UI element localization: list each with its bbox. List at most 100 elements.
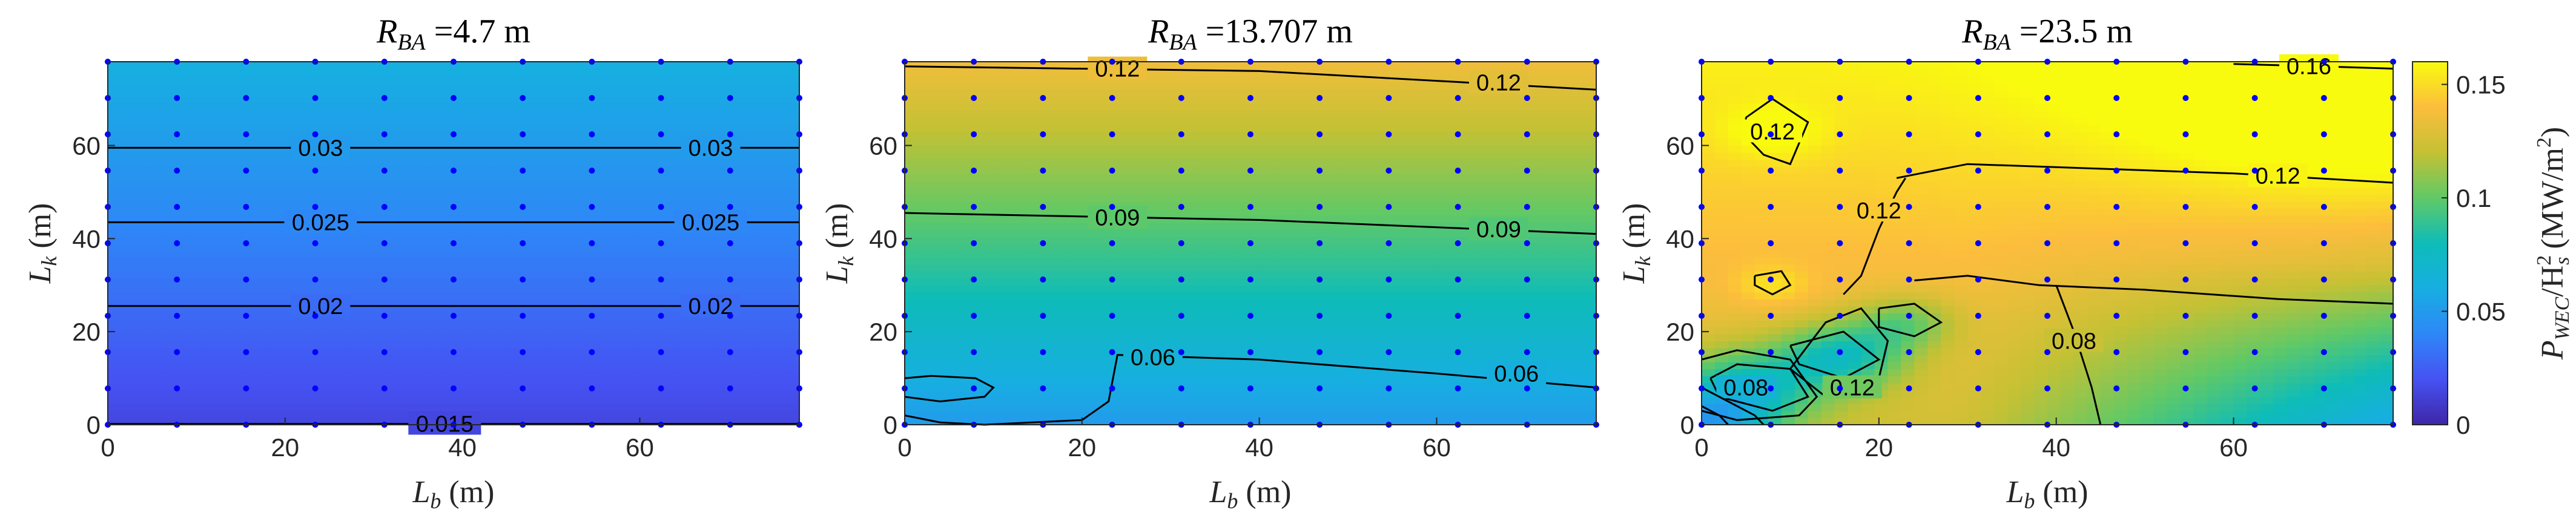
heatmap-cell <box>320 82 334 90</box>
heatmap-cell <box>971 159 985 167</box>
heatmap-cell <box>427 250 441 258</box>
heatmap-cell <box>466 390 481 398</box>
heatmap-cell <box>1290 334 1304 342</box>
heatmap-cell <box>466 222 481 230</box>
heatmap-cell <box>334 236 348 244</box>
heatmap-cell <box>786 180 800 188</box>
heatmap-cell <box>706 236 720 244</box>
heatmap-cell <box>1051 76 1065 83</box>
heatmap-cell <box>1171 257 1184 265</box>
heatmap-cell <box>267 103 282 111</box>
heatmap-cell <box>1436 173 1451 181</box>
heatmap-cell <box>1011 313 1025 321</box>
heatmap-cell <box>957 334 972 342</box>
heatmap-cell <box>307 327 321 335</box>
heatmap-cell <box>520 215 534 223</box>
heatmap-cell <box>746 327 760 335</box>
heatmap-cell <box>931 90 945 97</box>
heatmap-cell <box>957 103 972 111</box>
heatmap-cell <box>1117 376 1131 384</box>
heatmap-cell <box>1250 390 1264 398</box>
heatmap-cell <box>971 390 985 398</box>
heatmap-cell <box>160 90 175 97</box>
heatmap-cell <box>1396 103 1411 111</box>
heatmap-cell <box>613 194 627 202</box>
panel-title: RBA =4.7 m <box>376 13 530 55</box>
heatmap-cell <box>746 257 760 265</box>
heatmap-cell <box>1184 271 1198 279</box>
heatmap-cell <box>957 145 972 153</box>
heatmap-cell <box>984 390 999 398</box>
heatmap-cell <box>613 355 627 362</box>
heatmap-cell <box>666 334 680 342</box>
heatmap-cell <box>280 334 295 342</box>
heatmap-cell <box>1024 410 1039 419</box>
heatmap-cell <box>1104 152 1118 160</box>
heatmap-cell <box>1263 278 1278 286</box>
heatmap-cell <box>1263 90 1278 97</box>
heatmap-cell <box>971 341 985 348</box>
heatmap-cell <box>560 382 574 390</box>
heatmap-cell <box>214 215 228 223</box>
heatmap-cell <box>200 264 215 272</box>
heatmap-cell <box>1330 376 1344 384</box>
heatmap-cell <box>1157 96 1171 104</box>
heatmap-cell <box>200 376 215 384</box>
heatmap-cell <box>187 306 202 313</box>
heatmap-cell <box>1370 124 1384 132</box>
heatmap-cell <box>626 278 641 286</box>
heatmap-cell <box>533 68 547 76</box>
heatmap-cell <box>227 117 242 125</box>
heatmap-cell <box>759 124 773 132</box>
heatmap-cell <box>626 348 641 356</box>
heatmap-cell <box>1356 103 1371 111</box>
heatmap-cell <box>560 82 574 90</box>
heatmap-cell <box>1117 271 1131 279</box>
heatmap-cell <box>347 278 361 286</box>
heatmap-cell <box>1131 390 1144 398</box>
heatmap-cell <box>440 368 454 376</box>
heatmap-cell <box>1224 103 1238 111</box>
heatmap-cell <box>174 362 188 370</box>
heatmap-cell <box>733 250 747 258</box>
heatmap-cell <box>1224 229 1238 237</box>
heatmap-cell <box>1423 327 1438 335</box>
heatmap-cell <box>560 76 574 83</box>
heatmap-cell <box>254 110 268 118</box>
heatmap-cell <box>1104 292 1118 299</box>
heatmap-cell <box>1224 382 1238 390</box>
heatmap-cell <box>1117 368 1131 376</box>
heatmap-cell <box>1144 285 1158 293</box>
heatmap-cell <box>1356 138 1371 146</box>
heatmap-cell <box>1316 173 1331 181</box>
heatmap-cell <box>1330 117 1344 125</box>
sample-point <box>381 313 388 319</box>
heatmap-cell <box>1237 222 1251 230</box>
heatmap-cell <box>174 215 188 223</box>
heatmap-cell <box>786 159 800 167</box>
heatmap-cell <box>1396 271 1411 279</box>
heatmap-cell <box>427 292 441 299</box>
heatmap-cell <box>1210 417 1224 425</box>
heatmap-cell <box>957 243 972 251</box>
heatmap-cell <box>187 103 202 111</box>
heatmap-cell <box>1303 152 1318 160</box>
heatmap-cell <box>1104 410 1118 419</box>
heatmap-cell <box>520 124 534 132</box>
heatmap-cell <box>454 313 467 321</box>
heatmap-cell <box>1343 187 1358 195</box>
heatmap-cell <box>1370 229 1384 237</box>
heatmap-cell <box>560 243 574 251</box>
heatmap-cell <box>1157 285 1171 293</box>
heatmap-cell <box>480 404 494 411</box>
heatmap-cell <box>466 187 481 195</box>
heatmap-cell <box>267 159 282 167</box>
heatmap-cell <box>414 229 428 237</box>
heatmap-cell <box>174 376 188 384</box>
heatmap-cell <box>733 96 747 104</box>
heatmap-cell <box>1157 117 1171 125</box>
heatmap-cell <box>1250 319 1264 328</box>
heatmap-cell <box>1423 313 1438 321</box>
heatmap-cell <box>573 257 587 265</box>
heatmap-cell <box>466 96 481 104</box>
